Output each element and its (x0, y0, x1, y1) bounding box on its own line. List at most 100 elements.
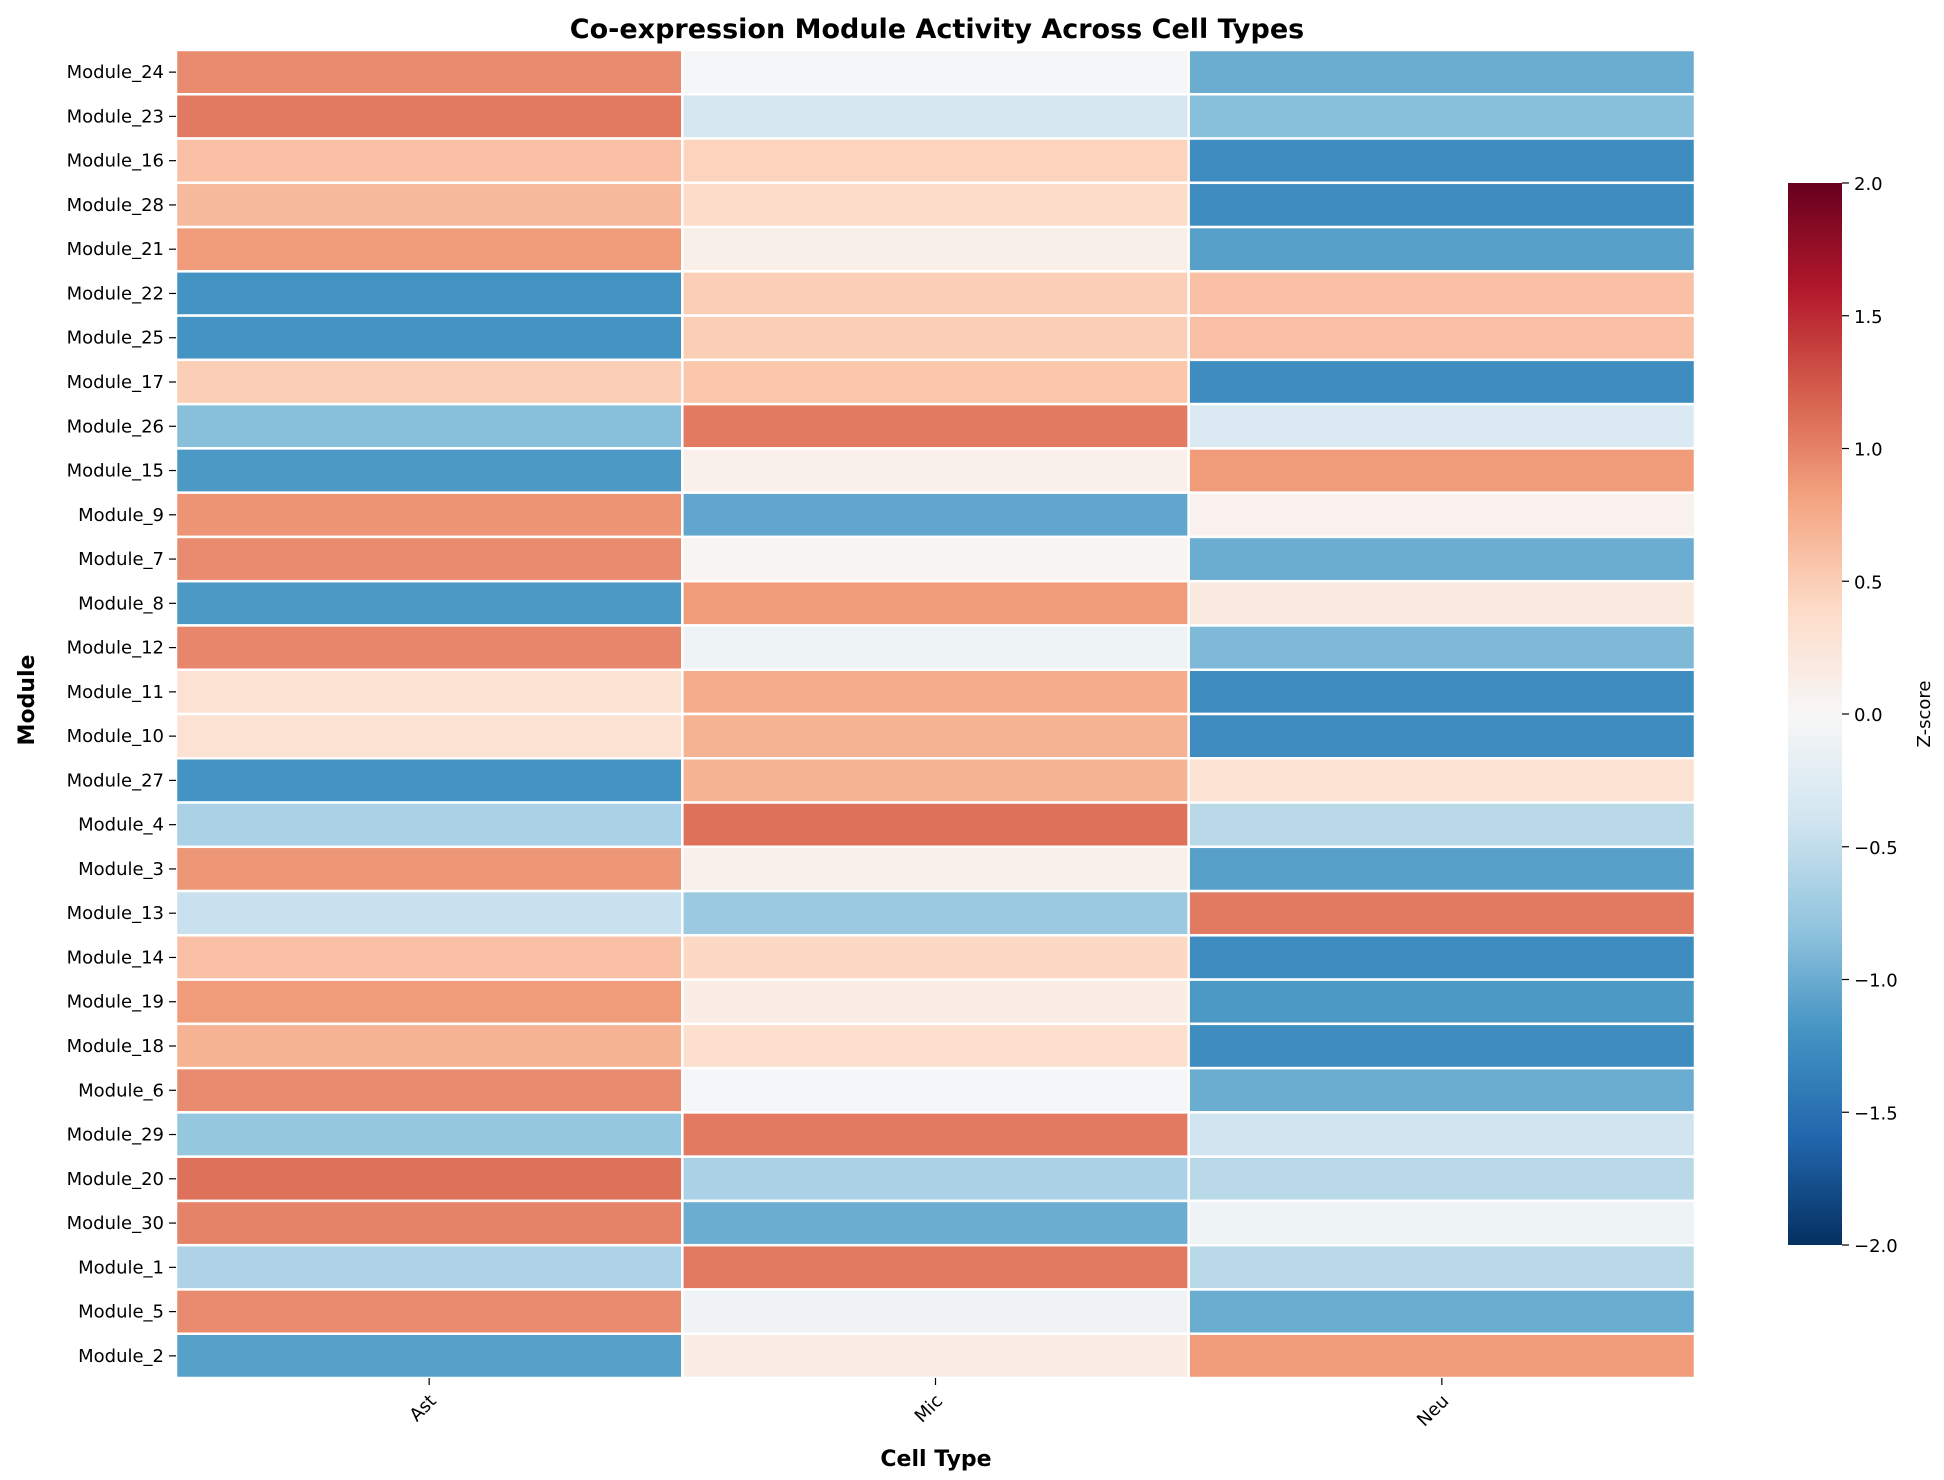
heatmap-cell (681, 93, 1190, 140)
heatmap-cell (681, 1066, 1190, 1114)
heatmap-cell (174, 1066, 684, 1114)
heatmap-cell (1187, 1332, 1697, 1380)
heatmap-cell (1187, 889, 1697, 937)
heatmap-cell (174, 358, 684, 406)
heatmap-cell (681, 402, 1190, 450)
heatmap-cell (1187, 535, 1697, 583)
heatmap-cell (1187, 137, 1697, 185)
heatmap-cell (1187, 358, 1697, 406)
heatmap-cell (681, 225, 1190, 273)
heatmap-cell (681, 1022, 1190, 1070)
heatmap-cell (681, 270, 1190, 317)
heatmap-cell (174, 447, 684, 494)
x-tick-label: Mic (911, 1391, 947, 1427)
heatmap-cell (681, 447, 1190, 494)
y-tick-label: Module_29 (67, 1125, 164, 1146)
heatmap-cell (1187, 491, 1697, 539)
colorbar-tick-label: 1.0 (1854, 440, 1883, 461)
heatmap-cell (174, 535, 684, 583)
heatmap-cell (1187, 934, 1697, 981)
heatmap-cell (1187, 1155, 1697, 1203)
heatmap-cell (174, 314, 684, 362)
heatmap-cell (681, 934, 1190, 981)
colorbar-tick-label: −2.0 (1854, 1236, 1898, 1257)
colorbar-tick-label: −1.0 (1854, 971, 1898, 992)
y-tick-label: Module_6 (78, 1080, 164, 1101)
heatmap-cell (681, 1155, 1190, 1203)
heatmap-cell (1187, 181, 1697, 229)
y-tick-label: Module_23 (67, 106, 164, 127)
colorbar-tick-label: 1.5 (1854, 307, 1883, 328)
heatmap-cell (681, 491, 1190, 539)
heatmap-cell (681, 579, 1190, 627)
heatmap-cell (681, 978, 1190, 1026)
heatmap-cell (174, 270, 684, 317)
heatmap-cell (174, 1243, 684, 1291)
heatmap-cell (1187, 447, 1697, 494)
heatmap-cell (681, 181, 1190, 229)
heatmap-cell (1187, 712, 1697, 760)
heatmap-cell (174, 801, 684, 849)
y-tick-label: Module_26 (67, 416, 164, 437)
y-tick-label: Module_3 (78, 859, 164, 880)
heatmap-cell (1187, 801, 1697, 849)
heatmap-cell (1187, 845, 1697, 893)
heatmap-cell (174, 934, 684, 981)
y-axis-ticks: Module_24 Module_23 Module_16 Module_28 Modu… (67, 62, 176, 1367)
heatmap-cell (681, 137, 1190, 185)
heatmap-cell (174, 137, 684, 185)
heatmap-cell (174, 757, 684, 804)
heatmap-cell (681, 757, 1190, 804)
heatmap-cell (174, 1155, 684, 1203)
y-tick-label: Module_4 (78, 815, 164, 836)
y-tick-label: Module_5 (78, 1302, 164, 1323)
heatmap-cells (174, 48, 1697, 1380)
y-tick-label: Module_1 (78, 1257, 164, 1278)
heatmap-cell (681, 668, 1190, 716)
heatmap-cell (681, 889, 1190, 937)
heatmap-cell (1187, 225, 1697, 273)
heatmap-cell (174, 181, 684, 229)
y-tick-label: Module_28 (67, 195, 164, 216)
heatmap-cell (1187, 1022, 1697, 1070)
heatmap-cell (174, 624, 684, 671)
y-tick-label: Module_25 (67, 328, 164, 349)
colorbar-tick-label: 0.0 (1854, 705, 1883, 726)
y-tick-label: Module_8 (78, 593, 164, 614)
heatmap-cell (174, 712, 684, 760)
y-tick-label: Module_19 (67, 992, 164, 1013)
colorbar-tick-label: 0.5 (1854, 572, 1883, 593)
y-tick-label: Module_24 (67, 62, 164, 83)
heatmap-cell (1187, 402, 1697, 450)
heatmap-cell (1187, 624, 1697, 671)
y-tick-label: Module_30 (67, 1213, 164, 1234)
y-tick-label: Module_13 (67, 903, 164, 924)
heatmap-cell (174, 1332, 684, 1380)
y-tick-label: Module_15 (67, 461, 164, 482)
y-axis-label: Module (15, 655, 40, 746)
heatmap-cell (174, 668, 684, 716)
heatmap-cell (174, 1199, 684, 1247)
heatmap-cell (681, 801, 1190, 849)
heatmap-cell (1187, 978, 1697, 1026)
heatmap-cell (1187, 93, 1697, 140)
y-tick-label: Module_12 (67, 638, 164, 659)
heatmap-cell (681, 624, 1190, 671)
heatmap-cell (681, 358, 1190, 406)
chart-title: Co-expression Module Activity Across Cel… (570, 14, 1304, 45)
heatmap-cell (1187, 1243, 1697, 1291)
x-tick-label: Neu (1413, 1391, 1453, 1431)
heatmap-cell (1187, 579, 1697, 627)
heatmap-cell (1187, 1288, 1697, 1335)
heatmap-cell (174, 491, 684, 539)
y-tick-label: Module_9 (78, 505, 164, 526)
heatmap-cell (681, 1332, 1190, 1380)
y-tick-label: Module_2 (78, 1346, 164, 1367)
heatmap-cell (174, 889, 684, 937)
heatmap-cell (681, 845, 1190, 893)
heatmap-cell (174, 1288, 684, 1335)
heatmap-cell (681, 535, 1190, 583)
heatmap-cell (1187, 1199, 1697, 1247)
x-axis-label: Cell Type (880, 1447, 991, 1472)
heatmap-cell (1187, 48, 1697, 96)
